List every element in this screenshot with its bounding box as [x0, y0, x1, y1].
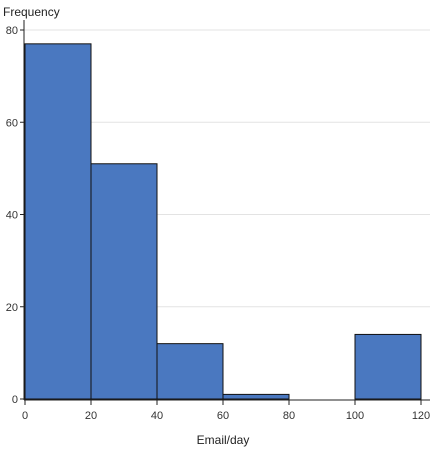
x-tick-label-40: 40: [151, 410, 163, 422]
ticks: 0 20 40 60 80 0 20 40 60 80 100 120: [6, 25, 430, 422]
x-tick-label-20: 20: [85, 410, 97, 422]
y-tick-label-20: 20: [6, 302, 18, 314]
bar-40-60: [156, 343, 224, 400]
bar-100-120: [354, 333, 422, 400]
x-tick-label-0: 0: [22, 410, 28, 422]
y-tick-label-40: 40: [6, 210, 18, 222]
x-tick-label-100: 100: [346, 410, 364, 422]
bar-20-40: [90, 163, 158, 400]
x-tick-label-80: 80: [283, 410, 295, 422]
bars: [24, 43, 422, 400]
y-axis-title: Frequency: [3, 5, 60, 19]
y-tick-label-60: 60: [6, 117, 18, 129]
axes: [23, 20, 430, 401]
bar-60-80: [222, 393, 290, 400]
y-tick-label-80: 80: [6, 25, 18, 37]
y-tick-label-0: 0: [12, 394, 18, 406]
x-tick-label-60: 60: [217, 410, 229, 422]
x-tick-label-120: 120: [412, 410, 430, 422]
x-axis-title: Email/day: [197, 433, 250, 447]
bar-0-20: [24, 43, 92, 400]
